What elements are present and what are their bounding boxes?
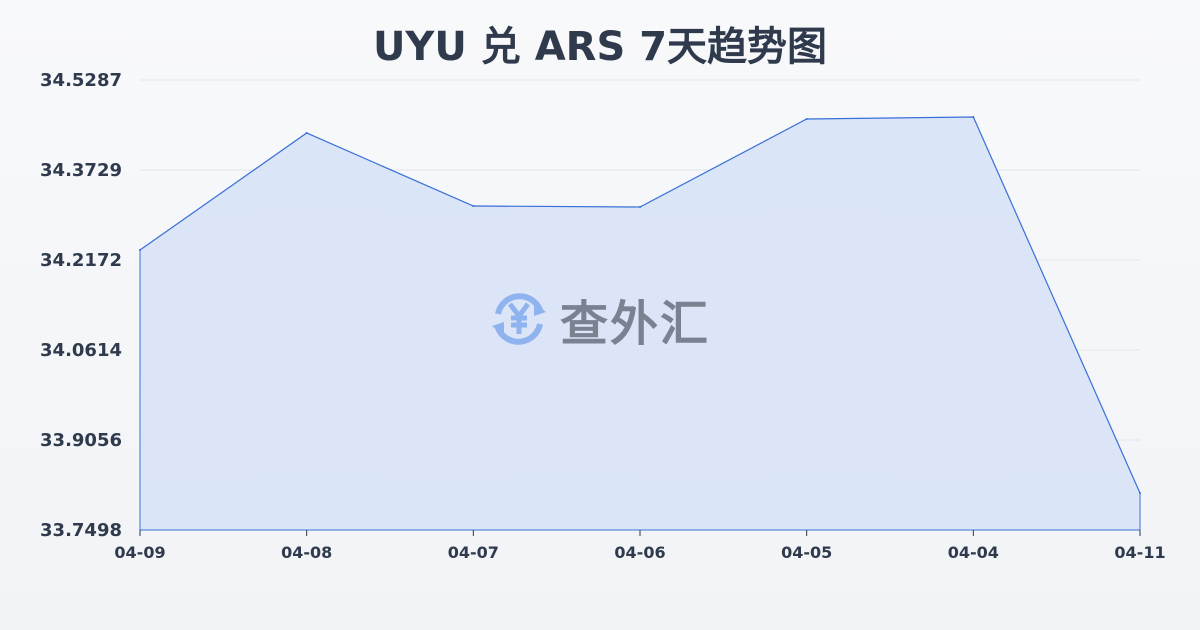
data-point <box>1139 492 1141 495</box>
x-tick-label: 04-05 <box>781 543 832 562</box>
watermark-text: 查外汇 <box>560 296 711 352</box>
data-point <box>972 115 975 118</box>
x-tick-label: 04-08 <box>281 543 332 562</box>
watermark: 查外汇 <box>488 284 710 354</box>
data-point <box>805 117 808 120</box>
data-point <box>639 205 641 208</box>
x-tick-label: 04-07 <box>448 543 499 562</box>
y-tick-label: 34.5287 <box>40 70 122 91</box>
x-tick-label: 04-06 <box>614 543 665 562</box>
y-tick-label: 33.9056 <box>40 430 122 451</box>
y-tick-label: 33.7498 <box>40 520 122 541</box>
area-fill <box>140 116 1140 530</box>
y-tick-label: 34.2172 <box>40 250 122 271</box>
data-point <box>139 249 141 252</box>
x-tick-label: 04-09 <box>114 543 165 562</box>
y-tick-label: 34.0614 <box>40 340 122 361</box>
y-tick-label: 34.3729 <box>40 160 122 181</box>
x-tick-label: 04-11 <box>1114 543 1165 562</box>
chart-title: UYU 兑 ARS 7天趋势图 <box>372 24 828 70</box>
data-point <box>472 205 475 208</box>
data-point <box>305 131 308 134</box>
yen-exchange-icon <box>492 293 546 345</box>
x-tick-label: 04-04 <box>948 543 999 562</box>
